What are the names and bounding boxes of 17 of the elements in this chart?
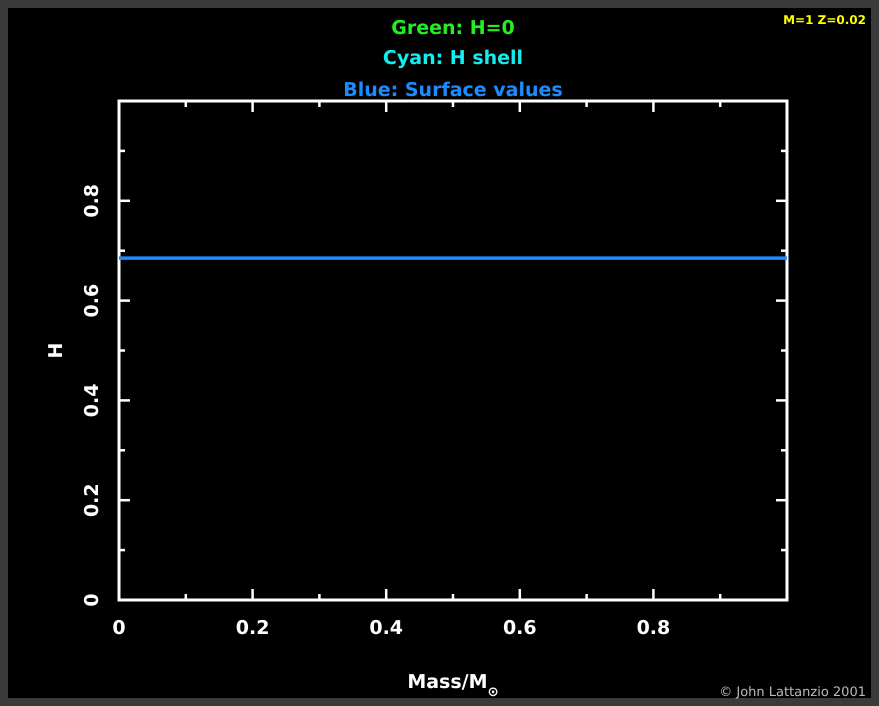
chart-title: Green: H=0	[391, 17, 515, 39]
annotation: Blue: Surface values	[343, 79, 563, 101]
x-tick-label: 0.6	[502, 617, 537, 639]
x-tick-label: 0	[112, 617, 126, 639]
x-tick-label: 0.4	[369, 617, 404, 639]
x-tick-label: 0.8	[636, 617, 670, 639]
y-axis-title: H	[45, 342, 67, 358]
y-tick-label: 0	[81, 593, 103, 607]
y-tick-label: 0.8	[81, 184, 103, 218]
y-tick-label: 0.6	[81, 284, 103, 318]
x-axis-title: Mass/M$_{⊙}$	[407, 671, 499, 700]
y-tick-label: 0.4	[81, 384, 103, 418]
text: M=1 Z=0.02	[783, 13, 866, 27]
x-tick-label: 0.2	[236, 617, 270, 639]
chart-subtitle: Cyan: H shell	[382, 47, 524, 69]
text: © John Lattanzio 2001	[719, 685, 866, 700]
y-tick-label: 0.2	[81, 483, 103, 518]
